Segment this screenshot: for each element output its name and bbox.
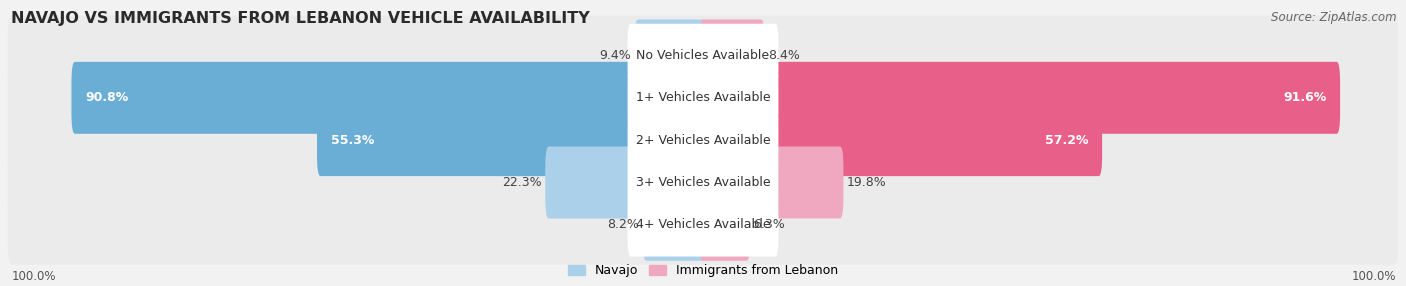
FancyBboxPatch shape (8, 143, 1398, 222)
Text: 100.0%: 100.0% (1351, 270, 1396, 283)
Text: No Vehicles Available: No Vehicles Available (637, 49, 769, 62)
FancyBboxPatch shape (627, 151, 779, 214)
FancyBboxPatch shape (8, 16, 1398, 95)
Text: 91.6%: 91.6% (1284, 91, 1326, 104)
Text: 100.0%: 100.0% (11, 270, 56, 283)
FancyBboxPatch shape (700, 104, 1102, 176)
Text: 3+ Vehicles Available: 3+ Vehicles Available (636, 176, 770, 189)
FancyBboxPatch shape (627, 193, 779, 257)
Text: NAVAJO VS IMMIGRANTS FROM LEBANON VEHICLE AVAILABILITY: NAVAJO VS IMMIGRANTS FROM LEBANON VEHICL… (11, 11, 591, 26)
FancyBboxPatch shape (627, 108, 779, 172)
Text: 9.4%: 9.4% (599, 49, 631, 62)
FancyBboxPatch shape (8, 185, 1398, 265)
Legend: Navajo, Immigrants from Lebanon: Navajo, Immigrants from Lebanon (565, 262, 841, 280)
FancyBboxPatch shape (643, 189, 706, 261)
FancyBboxPatch shape (546, 146, 706, 219)
FancyBboxPatch shape (700, 62, 1340, 134)
FancyBboxPatch shape (316, 104, 706, 176)
Text: 4+ Vehicles Available: 4+ Vehicles Available (636, 218, 770, 231)
Text: 6.3%: 6.3% (754, 218, 785, 231)
FancyBboxPatch shape (627, 24, 779, 87)
FancyBboxPatch shape (8, 58, 1398, 138)
Text: 8.4%: 8.4% (768, 49, 800, 62)
Text: 19.8%: 19.8% (846, 176, 887, 189)
FancyBboxPatch shape (8, 100, 1398, 180)
Text: 90.8%: 90.8% (86, 91, 128, 104)
FancyBboxPatch shape (72, 62, 706, 134)
FancyBboxPatch shape (700, 19, 765, 92)
Text: 57.2%: 57.2% (1045, 134, 1088, 147)
Text: Source: ZipAtlas.com: Source: ZipAtlas.com (1271, 11, 1396, 24)
Text: 2+ Vehicles Available: 2+ Vehicles Available (636, 134, 770, 147)
FancyBboxPatch shape (634, 19, 706, 92)
Text: 1+ Vehicles Available: 1+ Vehicles Available (636, 91, 770, 104)
FancyBboxPatch shape (700, 189, 749, 261)
FancyBboxPatch shape (700, 146, 844, 219)
FancyBboxPatch shape (627, 66, 779, 130)
Text: 55.3%: 55.3% (330, 134, 374, 147)
Text: 22.3%: 22.3% (502, 176, 541, 189)
Text: 8.2%: 8.2% (607, 218, 640, 231)
